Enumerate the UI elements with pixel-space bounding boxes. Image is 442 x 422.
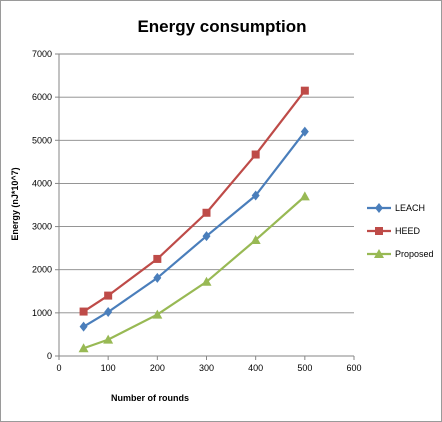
data-point-proposed-50 xyxy=(78,343,89,353)
legend-item-proposed: Proposed xyxy=(367,249,434,259)
series-proposed xyxy=(78,191,310,353)
data-point-heed-50 xyxy=(79,307,88,316)
axes xyxy=(55,53,355,360)
y-tick-label-6000: 6000 xyxy=(32,92,52,102)
y-tick-label-4000: 4000 xyxy=(32,178,52,188)
data-point-proposed-500 xyxy=(299,191,310,201)
y-tick-label-2000: 2000 xyxy=(32,265,52,275)
data-point-leach-50 xyxy=(79,321,88,332)
y-tick-labels: 0 1000 2000 3000 4000 5000 6000 7000 xyxy=(32,49,52,361)
legend-marker-proposed xyxy=(374,249,384,258)
x-axis-label: Number of rounds xyxy=(111,393,189,403)
data-point-leach-400 xyxy=(251,190,260,201)
legend-label-leach: LEACH xyxy=(395,203,425,213)
data-point-proposed-300 xyxy=(201,276,212,286)
y-tick-label-0: 0 xyxy=(47,351,52,361)
x-tick-label-0: 0 xyxy=(56,363,61,373)
y-axis-label: Energy (nJ*10^7) xyxy=(10,167,20,240)
data-point-proposed-400 xyxy=(250,234,261,244)
legend-item-leach: LEACH xyxy=(367,203,425,213)
x-tick-label-400: 400 xyxy=(248,363,263,373)
x-tick-label-600: 600 xyxy=(346,363,361,373)
x-tick-label-500: 500 xyxy=(297,363,312,373)
series-line-leach xyxy=(83,130,306,328)
y-tick-label-7000: 7000 xyxy=(32,49,52,59)
data-point-heed-100 xyxy=(104,291,113,300)
series-line-heed xyxy=(82,90,306,313)
legend-marker-leach xyxy=(375,203,383,213)
legend: LEACH HEED Proposed xyxy=(367,203,434,259)
data-point-heed-400 xyxy=(251,150,260,159)
data-point-heed-200 xyxy=(153,254,162,263)
x-tick-label-200: 200 xyxy=(150,363,165,373)
data-point-proposed-100 xyxy=(103,334,114,344)
legend-item-heed: HEED xyxy=(367,226,421,236)
x-tick-label-100: 100 xyxy=(101,363,116,373)
data-point-heed-500 xyxy=(300,86,309,95)
data-point-leach-300 xyxy=(202,231,211,242)
legend-marker-heed xyxy=(375,227,383,235)
data-point-leach-500 xyxy=(300,126,309,137)
legend-label-heed: HEED xyxy=(395,226,421,236)
y-tick-label-5000: 5000 xyxy=(32,135,52,145)
series-layer xyxy=(78,86,310,353)
legend-label-proposed: Proposed xyxy=(395,249,434,259)
data-point-leach-100 xyxy=(104,306,113,317)
x-tick-label-300: 300 xyxy=(199,363,214,373)
y-tick-label-1000: 1000 xyxy=(32,308,52,318)
data-point-leach-200 xyxy=(153,272,162,283)
chart-title: Energy consumption xyxy=(137,17,306,36)
x-tick-labels: 0 100 200 300 400 500 600 xyxy=(56,363,361,373)
series-heed xyxy=(79,86,309,316)
gridlines xyxy=(59,53,354,314)
data-point-heed-300 xyxy=(202,208,211,217)
series-leach xyxy=(79,126,309,332)
data-point-proposed-200 xyxy=(152,309,163,319)
y-tick-label-3000: 3000 xyxy=(32,222,52,232)
series-line-proposed xyxy=(83,195,306,350)
